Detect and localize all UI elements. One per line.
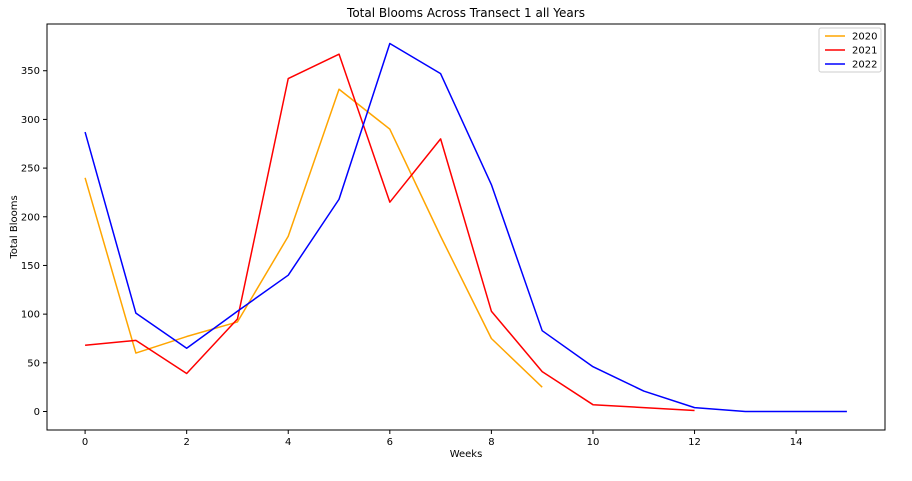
plot-lines	[84, 42, 847, 413]
y-tick-label: 0	[34, 407, 40, 418]
series-line-2021	[85, 53, 695, 412]
x-axis: 0 2 4 6 8 10 12 14	[82, 430, 803, 448]
legend-box	[818, 27, 882, 73]
x-axis-label: Weeks	[450, 449, 483, 460]
legend: 2020 2021 2022	[818, 27, 882, 73]
legend-entries: 2020 2021 2022	[825, 32, 877, 71]
x-tick-label: 12	[688, 437, 701, 448]
legend-label-2021: 2021	[852, 46, 877, 57]
y-axis: 0 50 100 150 200 250 300 350	[21, 66, 47, 418]
y-tick-label: 50	[27, 358, 40, 369]
y-tick-label: 150	[21, 261, 40, 272]
y-axis-label: Total Blooms	[9, 195, 20, 259]
x-tick-label: 6	[387, 437, 393, 448]
series-line-2020	[84, 88, 543, 388]
y-tick-label: 100	[21, 310, 40, 321]
x-tick-label: 4	[285, 437, 291, 448]
legend-label-2020: 2020	[852, 32, 877, 43]
y-tick-label: 200	[21, 212, 40, 223]
chart-title: Total Blooms Across Transect 1 all Years	[346, 6, 585, 20]
x-tick-label: 10	[587, 437, 600, 448]
plot-frame	[46, 23, 886, 431]
x-tick-label: 8	[488, 437, 494, 448]
y-tick-label: 300	[21, 115, 40, 126]
x-tick-label: 2	[183, 437, 189, 448]
y-tick-label: 250	[21, 164, 40, 175]
x-tick-label: 14	[790, 437, 803, 448]
legend-label-2022: 2022	[852, 60, 877, 71]
x-tick-label: 0	[82, 437, 88, 448]
series-line-2022	[84, 42, 847, 413]
y-tick-label: 350	[21, 66, 40, 77]
